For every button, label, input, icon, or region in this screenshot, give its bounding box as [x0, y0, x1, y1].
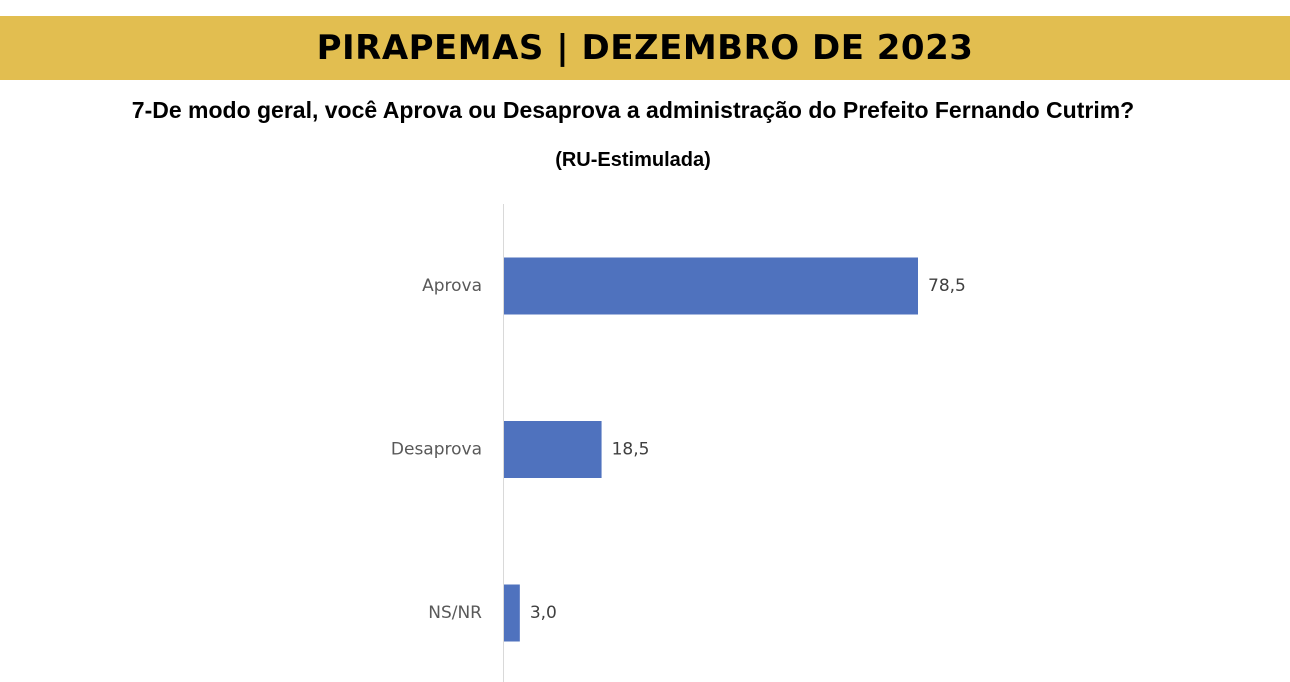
page-title: PIRAPEMAS | DEZEMBRO DE 2023 [316, 28, 974, 68]
bars-group: Aprova 78,5 Desaprova 18,5 NS/NR 3,0 [391, 257, 966, 642]
value-label: 3,0 [530, 603, 557, 623]
bar-desaprova [504, 421, 602, 478]
category-label: Desaprova [391, 440, 482, 460]
category-label: Aprova [422, 276, 482, 296]
bar-ns-nr [504, 584, 520, 642]
value-label: 18,5 [612, 440, 650, 460]
category-label: NS/NR [428, 603, 482, 623]
bar-aprova [504, 257, 918, 315]
title-banner: PIRAPEMAS | DEZEMBRO DE 2023 [0, 16, 1290, 80]
question-text: 7-De modo geral, você Aprova ou Desaprov… [131, 97, 1135, 123]
value-label: 78,5 [928, 276, 966, 296]
question-subtitle: (RU-Estimulada) [555, 149, 711, 171]
